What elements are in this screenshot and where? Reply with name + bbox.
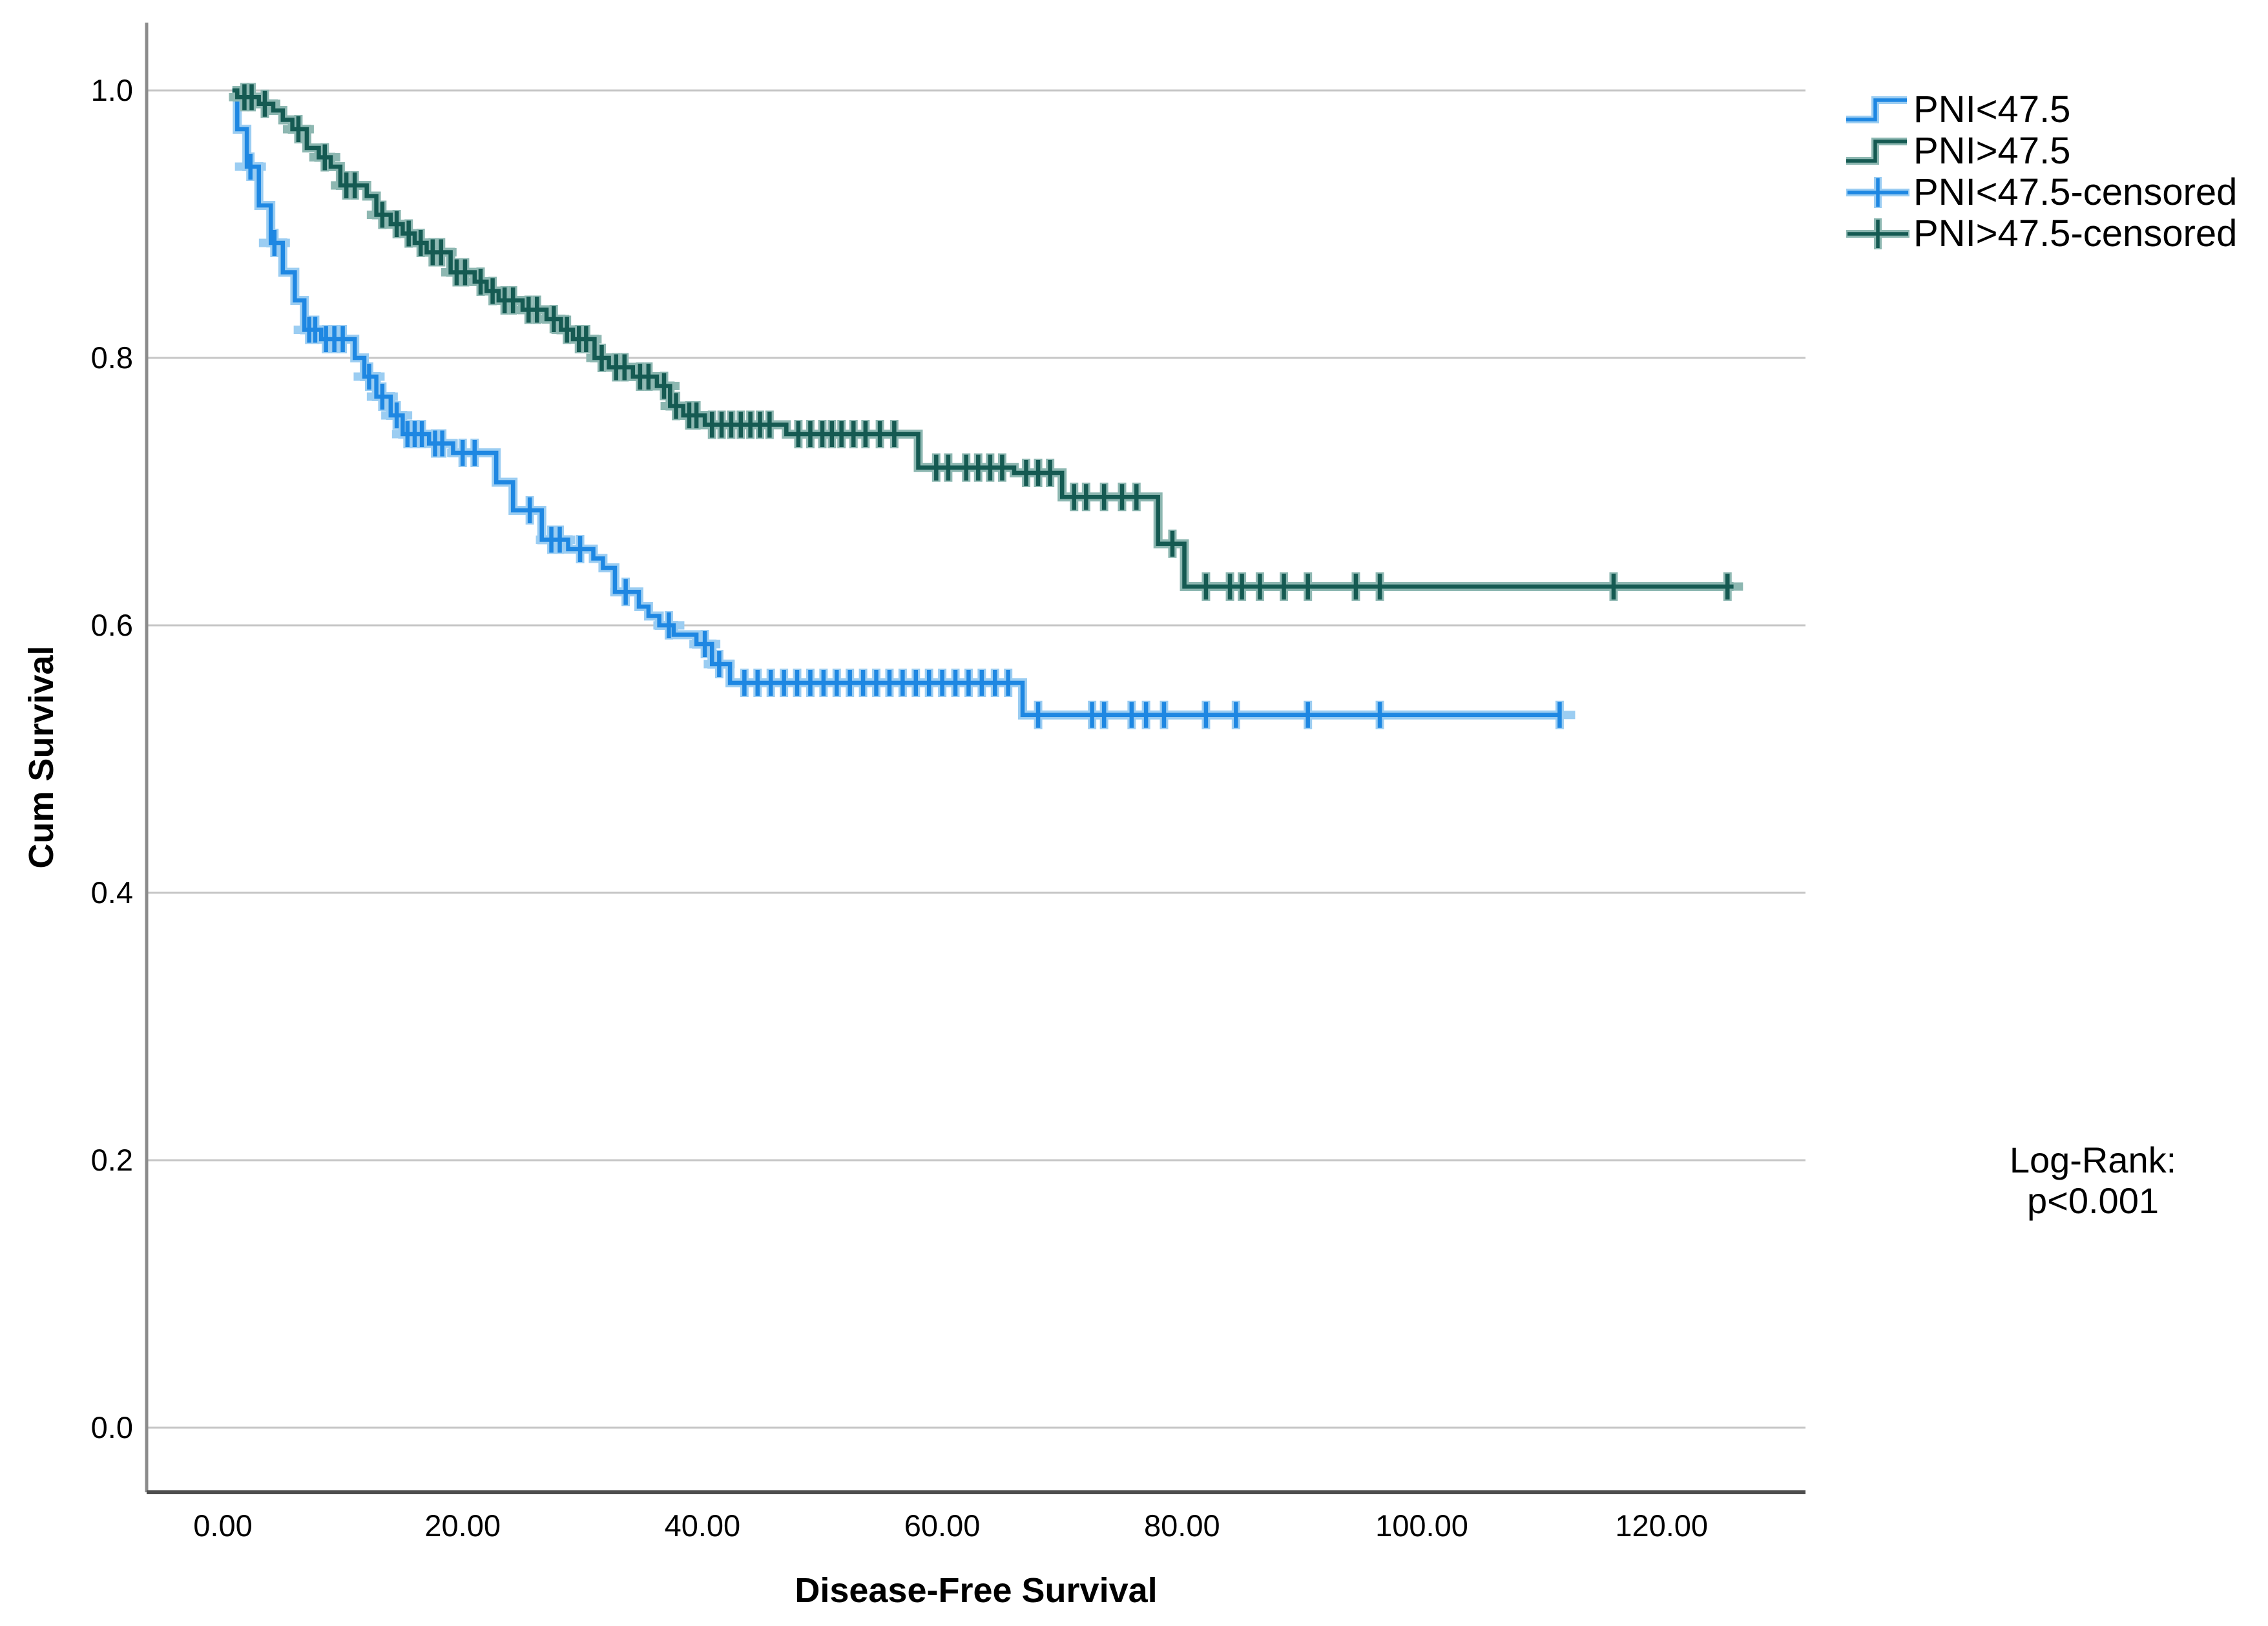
y-tick-label: 0.2 xyxy=(91,1143,133,1177)
legend-item: PNI>47.5-censored xyxy=(1846,213,2237,255)
censor-halos xyxy=(229,83,1743,601)
survival-curve-halo xyxy=(232,86,1560,720)
legend-label: PNI<47.5-censored xyxy=(1913,171,2237,213)
censor-marks xyxy=(242,84,1730,599)
x-tick-label: 80.00 xyxy=(1144,1508,1220,1543)
y-tick-label: 0.4 xyxy=(91,875,133,910)
y-axis-title: Cum Survival xyxy=(22,645,61,868)
survival-series-PNI-47-5 xyxy=(229,83,1743,601)
x-axis-title: Disease-Free Survival xyxy=(795,1571,1157,1610)
y-tick-label: 0.8 xyxy=(91,340,133,375)
survival-curve-core xyxy=(232,88,1560,717)
log-rank-annotation-line: p<0.001 xyxy=(2027,1180,2159,1221)
legend-step-line-icon xyxy=(1846,98,1907,121)
survival-curve-core xyxy=(232,88,1734,589)
survival-curve-halo xyxy=(232,86,1734,591)
log-rank-annotation: Log-Rank:p<0.001 xyxy=(2010,1140,2176,1221)
legend-label: PNI>47.5 xyxy=(1913,130,2070,172)
x-tick-label: 20.00 xyxy=(424,1508,501,1543)
legend-item: PNI>47.5 xyxy=(1846,130,2070,172)
legend-label: PNI>47.5-censored xyxy=(1913,213,2237,255)
y-tick-label: 0.6 xyxy=(91,608,133,642)
x-tick-label: 100.00 xyxy=(1375,1508,1468,1543)
log-rank-annotation-line: Log-Rank: xyxy=(2010,1140,2176,1180)
legend: PNI<47.5PNI>47.5PNI<47.5-censoredPNI>47.… xyxy=(1846,89,2237,255)
legend-item: PNI<47.5-censored xyxy=(1846,171,2237,213)
x-tick-label: 120.00 xyxy=(1615,1508,1708,1543)
x-tick-label: 0.00 xyxy=(193,1508,252,1543)
y-tick-label: 1.0 xyxy=(91,73,133,107)
survival-series-PNI-47-5 xyxy=(232,86,1576,729)
y-tick-label: 0.0 xyxy=(91,1410,133,1444)
legend-item: PNI<47.5 xyxy=(1846,89,2070,130)
x-tick-label: 40.00 xyxy=(665,1508,741,1543)
censor-marks xyxy=(248,153,1562,728)
x-tick-label: 60.00 xyxy=(904,1508,981,1543)
legend-step-line-icon xyxy=(1846,140,1907,163)
legend-label: PNI<47.5 xyxy=(1913,89,2070,130)
